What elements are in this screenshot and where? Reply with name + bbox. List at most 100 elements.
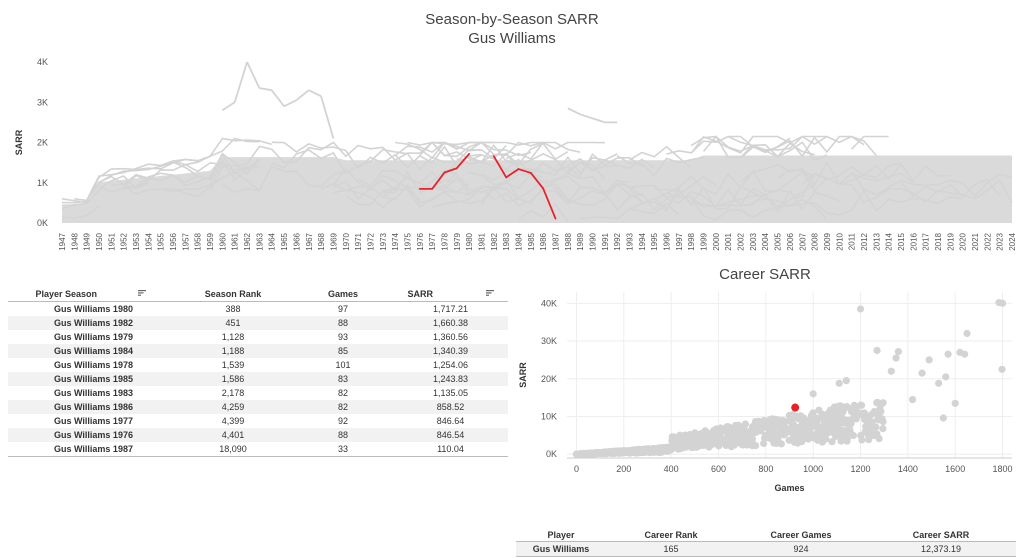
career-point — [963, 329, 971, 338]
table-row[interactable]: Gus Williams 1976 4,401 88 846.54 — [8, 428, 508, 442]
x-tick-label: 1982 — [490, 232, 499, 250]
career-point — [833, 423, 841, 431]
career-point — [751, 418, 760, 426]
career-table-header-row: Player Career Rank Career Games Career S… — [516, 528, 1016, 542]
y-tick-label: 40K — [541, 298, 557, 308]
x-tick-label: 1959 — [206, 232, 215, 250]
x-tick-label: 1980 — [465, 232, 474, 250]
sort-descending-icon[interactable] — [485, 288, 494, 296]
cell-games: 93 — [337, 332, 348, 342]
table-row[interactable]: Gus Williams 1978 1,539 101 1,254.06 — [8, 358, 508, 372]
header-sarr[interactable]: SARR — [393, 287, 508, 302]
table-row[interactable]: Gus Williams 1983 2,178 82 1,135.05 — [8, 386, 508, 400]
x-tick-label: 2002 — [737, 232, 746, 250]
career-point — [752, 442, 760, 450]
table-row[interactable]: Gus Williams 1985 1,586 83 1,243.83 — [8, 372, 508, 386]
career-point — [757, 427, 765, 435]
career-point — [879, 418, 887, 426]
x-tick-label: 2017 — [922, 232, 931, 250]
x-tick-label: 1000 — [803, 464, 823, 474]
x-axis-label: Games — [774, 483, 804, 493]
table-row[interactable]: Gus Williams 1977 4,399 92 846.64 — [8, 414, 508, 428]
x-tick-label: 1985 — [527, 232, 536, 250]
table-row[interactable]: Gus Williams 1982 451 88 1,660.38 — [8, 316, 508, 330]
table-row[interactable]: Gus Williams 1986 4,259 82 858.52 — [8, 400, 508, 414]
highlight-series-line — [418, 152, 557, 220]
x-tick-label: 1955 — [157, 232, 166, 250]
background-peak-segment — [283, 99, 297, 108]
table-row[interactable]: Gus Williams 1987 18,090 33 110.04 — [8, 442, 508, 457]
career-rank-cell: 165 — [606, 541, 736, 557]
x-tick-label: 1963 — [255, 232, 264, 250]
x-tick-label: 2006 — [786, 232, 795, 250]
career-point — [823, 424, 832, 432]
x-tick-label: 1950 — [95, 232, 104, 250]
x-tick-label: 1953 — [132, 232, 141, 250]
career-points-cloud — [572, 298, 1007, 458]
x-tick-label: 2004 — [761, 232, 770, 250]
x-tick-label: 1983 — [502, 232, 511, 250]
career-table: Player Career Rank Career Games Career S… — [516, 528, 1016, 557]
career-point — [715, 442, 723, 450]
x-tick-label: 1987 — [552, 232, 561, 250]
y-axis-label: SARR — [14, 129, 24, 155]
x-tick-label: 1951 — [107, 232, 116, 250]
career-point — [604, 448, 612, 456]
table-row[interactable]: Gus Williams 165 924 12,373.19 — [516, 541, 1016, 557]
cell-player-season: Gus Williams 1987 — [8, 442, 173, 457]
x-tick-label: 1988 — [564, 232, 573, 250]
x-tick-label: 2008 — [811, 232, 820, 250]
x-tick-label: 1995 — [650, 232, 659, 250]
header-sarr-label: SARR — [407, 289, 433, 299]
table-row[interactable]: Gus Williams 1979 1,128 93 1,360.56 — [8, 330, 508, 344]
sort-descending-icon[interactable] — [137, 288, 146, 296]
career-point — [765, 425, 773, 433]
cell-player-season: Gus Williams 1977 — [54, 416, 133, 426]
x-tick-label: 1958 — [194, 232, 203, 250]
career-point — [797, 416, 805, 424]
table-row[interactable]: Gus Williams 1984 1,188 85 1,340.39 — [8, 344, 508, 358]
background-series-line — [98, 161, 199, 184]
career-point — [873, 346, 881, 355]
x-tick-label: 1966 — [292, 232, 301, 250]
header-games[interactable]: Games — [293, 287, 393, 302]
background-peak-segment — [592, 117, 606, 124]
x-tick-label: 2007 — [798, 232, 807, 250]
y-tick-label: 2K — [37, 138, 48, 148]
x-tick-label: 1969 — [329, 232, 338, 250]
cell-season-rank: 451 — [173, 316, 293, 330]
header-player-season[interactable]: Player Season — [8, 287, 173, 302]
cell-sarr: 1,717.21 — [432, 304, 469, 314]
background-peak-segment — [295, 89, 310, 101]
header-career-sarr[interactable]: Career SARR — [866, 528, 1016, 542]
career-point — [760, 439, 768, 448]
career-point — [789, 420, 797, 428]
career-point — [618, 449, 626, 457]
cell-season-rank: 1,188 — [173, 344, 293, 358]
career-point — [998, 365, 1006, 373]
header-career-games[interactable]: Career Games — [736, 528, 866, 542]
table-row[interactable]: Gus Williams 1980 388 97 1,717.21 — [8, 302, 508, 317]
background-series-line — [666, 135, 877, 158]
cell-games: 33 — [293, 442, 393, 457]
career-point — [705, 443, 713, 451]
background-peak-segment — [221, 101, 236, 112]
x-tick-label: 2014 — [885, 232, 894, 250]
header-player[interactable]: Player — [516, 528, 606, 542]
y-tick-label: 20K — [541, 374, 557, 384]
highlight-point[interactable] — [791, 403, 800, 412]
career-point — [850, 409, 858, 417]
x-tick-label: 1997 — [675, 232, 684, 250]
header-career-rank[interactable]: Career Rank — [606, 528, 736, 542]
highlight-segment — [443, 167, 458, 174]
cell-player-season: Gus Williams 1986 — [8, 400, 173, 414]
header-season-rank[interactable]: Season Rank — [173, 287, 293, 302]
highlight-segment — [517, 168, 532, 174]
x-tick-label: 1986 — [539, 232, 548, 250]
career-scatter-chart[interactable]: 0K 10K 20K 30K 40K 0 200 400 600 800 1000 1200 1400 1… — [512, 288, 1024, 498]
x-tick-label: 1993 — [626, 232, 635, 250]
career-point — [944, 350, 952, 358]
x-tick-label: 1992 — [613, 232, 622, 250]
x-tick-label: 1996 — [663, 232, 672, 250]
